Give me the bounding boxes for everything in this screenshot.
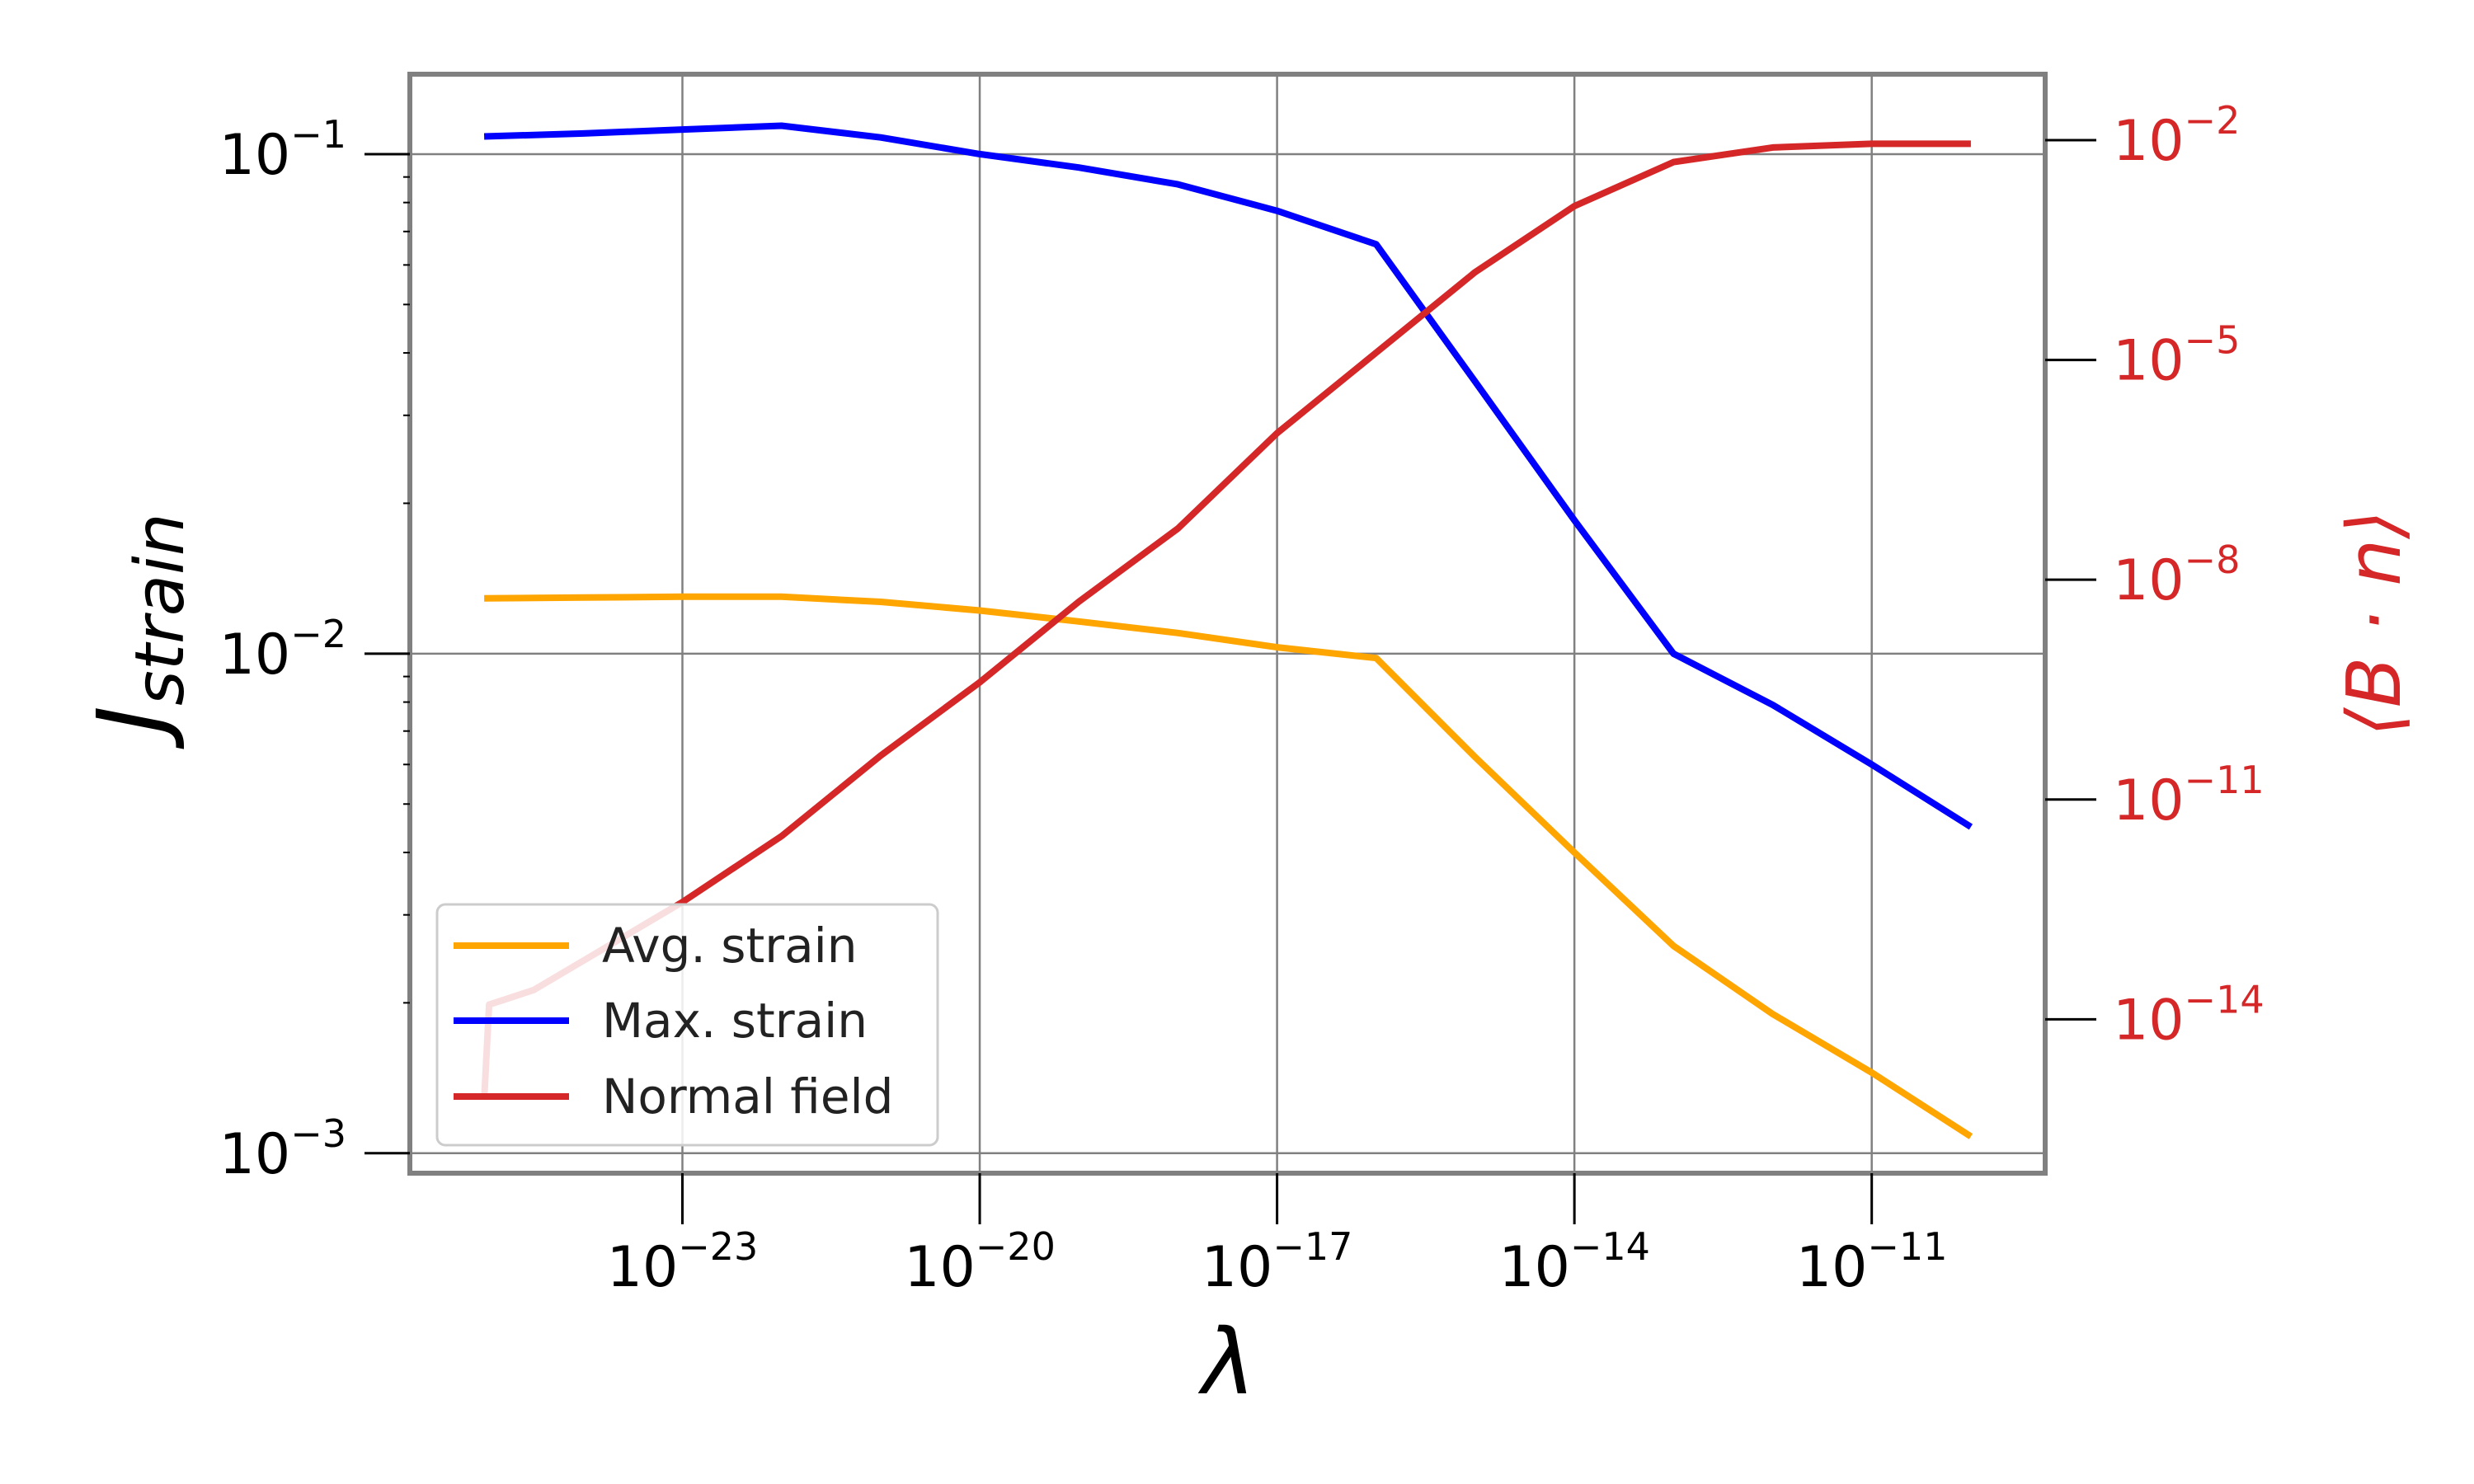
left-tick-label: 10−1 — [219, 112, 346, 188]
legend-label-normal-field: Normal field — [602, 1068, 893, 1125]
series-line-avg-strain — [484, 593, 1973, 1139]
legend-label-max-strain: Max. strain — [602, 993, 868, 1049]
right-tick-label: 10−11 — [2113, 758, 2265, 834]
legend-box — [435, 903, 939, 1147]
series-line-max-strain — [483, 122, 1973, 830]
legend: Avg. strain Max. strain Normal field — [435, 903, 939, 1147]
left-tick-label: 10−2 — [219, 612, 346, 688]
right-tick-label: 10−5 — [2113, 318, 2240, 394]
x-tick-label: 10−11 — [1796, 1224, 1948, 1300]
x-tick-label: 10−20 — [904, 1224, 1056, 1300]
x-tick-label: 10−14 — [1498, 1224, 1650, 1300]
right-tick-label: 10−2 — [2113, 98, 2240, 174]
right-tick-label: 10−8 — [2113, 538, 2240, 613]
plot-frame — [407, 72, 2048, 1176]
x-tick-label: 10−23 — [607, 1224, 759, 1300]
grid-lines — [410, 74, 2045, 1173]
tick-labels: 10−23 10−20 10−17 10−14 10−11 10−3 10−2 10−1 10−… — [219, 98, 2265, 1300]
ticks-layer — [365, 139, 2096, 1224]
legend-label-avg-strain: Avg. strain — [602, 918, 858, 974]
right-tick-label: 10−14 — [2113, 977, 2265, 1053]
x-tick-label: 10−17 — [1202, 1224, 1353, 1300]
right-axis-label: ⟨B · n⟩ — [2331, 510, 2418, 737]
x-axis-label: λ — [1197, 1309, 1255, 1415]
left-tick-label: 10−3 — [219, 1111, 346, 1187]
left-axis-label: Jstrain — [78, 513, 200, 749]
